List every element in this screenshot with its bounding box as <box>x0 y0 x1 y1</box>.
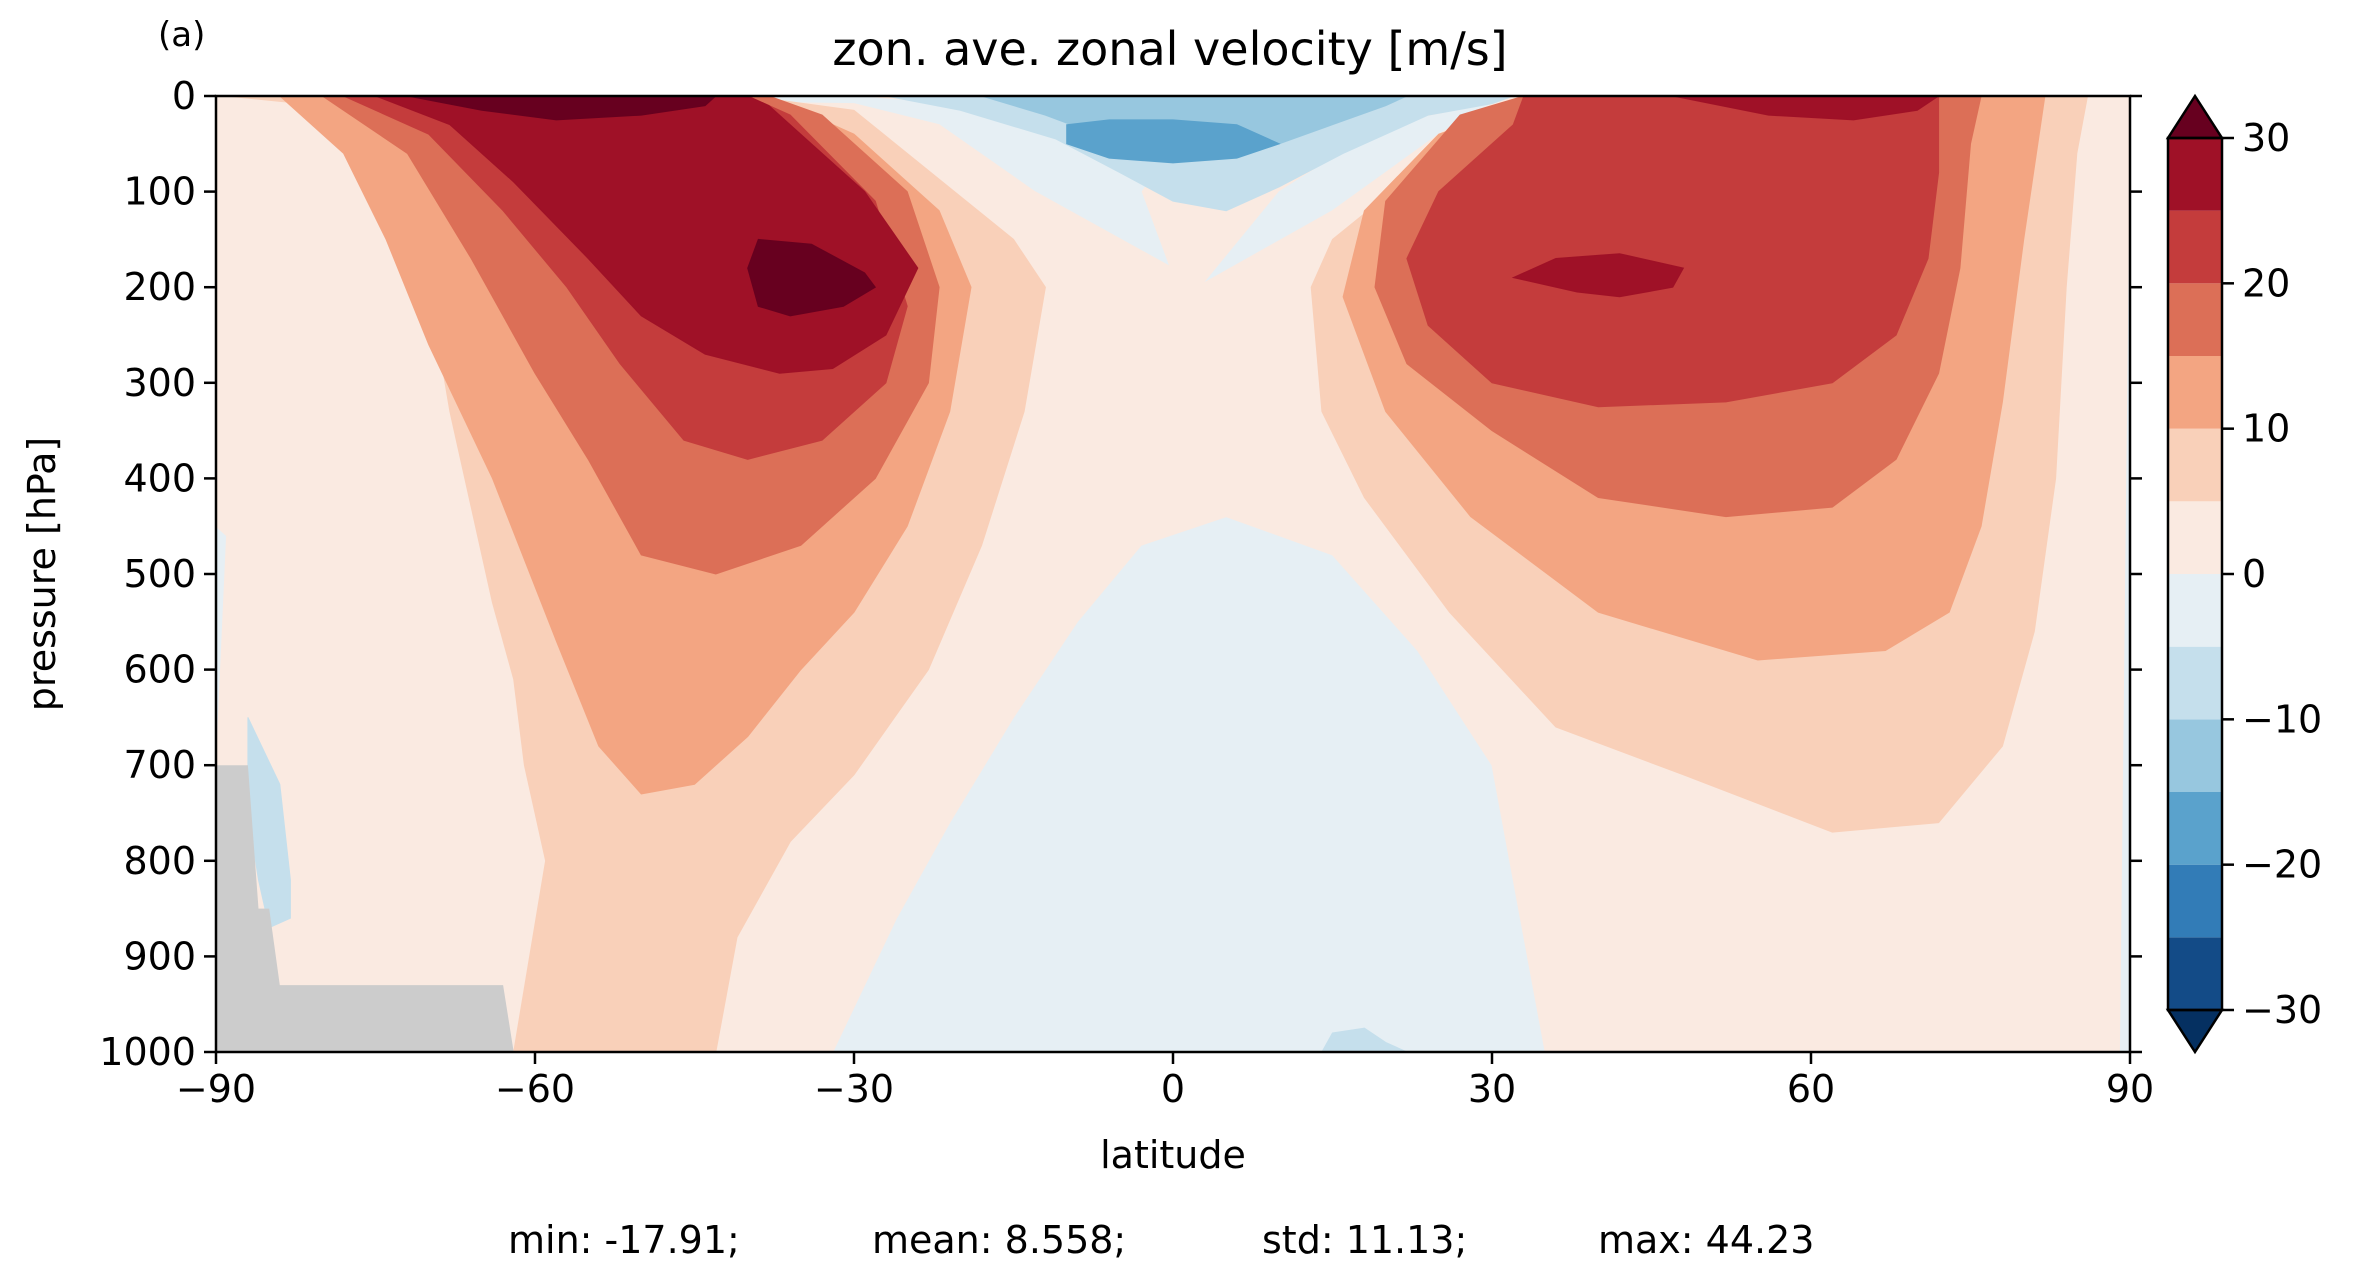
y-tick-label: 200 <box>123 265 196 309</box>
y-tick-label: 500 <box>123 552 196 596</box>
panel-label: (a) <box>158 15 205 55</box>
colorbar: 30 20 10 0 −10 −20 −30 <box>2165 93 2322 1055</box>
colorbar-extend-min <box>2165 1008 2225 1055</box>
stat-mean: mean: 8.558; <box>872 1218 1126 1262</box>
y-tick-label: 0 <box>172 74 196 118</box>
x-tick-label: 0 <box>1161 1067 1185 1111</box>
contour-fills <box>216 96 2130 1052</box>
y-tick-label: 1000 <box>99 1030 196 1074</box>
x-axis-label: latitude <box>1100 1133 1246 1177</box>
missing-data-mask <box>216 765 514 1052</box>
colorbar-segment <box>2168 719 2222 792</box>
contour-region-15 <box>1066 119 1281 164</box>
x-tick-label: −60 <box>495 1067 575 1111</box>
stat-std: std: 11.13; <box>1262 1218 1467 1262</box>
y-tick-label: 400 <box>123 456 196 500</box>
y-axis-label: pressure [hPa] <box>20 437 64 711</box>
x-axis: −90 −60 −30 0 30 60 90 <box>176 1052 2154 1111</box>
colorbar-segment <box>2168 356 2222 429</box>
contour-region-7 <box>1672 96 1940 121</box>
x-tick-label: −90 <box>176 1067 256 1111</box>
colorbar-segment <box>2168 792 2222 865</box>
colorbar-segment <box>2168 428 2222 502</box>
colorbar-segment <box>2168 864 2222 938</box>
stats-line: min: -17.91; mean: 8.558; std: 11.13; ma… <box>508 1218 1814 1262</box>
stat-max: max: 44.23 <box>1598 1218 1814 1262</box>
colorbar-tick-label: 0 <box>2242 552 2266 596</box>
colorbar-segment <box>2168 283 2222 356</box>
colorbar-tick-label: −30 <box>2242 988 2322 1032</box>
colorbar-extend-max <box>2165 93 2225 140</box>
colorbar-tick-label: 10 <box>2242 407 2290 451</box>
x-tick-label: −30 <box>814 1067 894 1111</box>
x-tick-label: 60 <box>1787 1067 1835 1111</box>
y-axis: 0 100 200 300 400 500 600 700 800 900 1000 <box>99 74 2142 1074</box>
y-tick-label: 700 <box>123 743 196 787</box>
colorbar-segment <box>2168 138 2222 211</box>
colorbar-tick-label: 30 <box>2242 116 2290 160</box>
colorbar-segment <box>2168 501 2222 574</box>
y-tick-label: 300 <box>123 361 196 405</box>
colorbar-tick-label: 20 <box>2242 261 2290 305</box>
y-tick-label: 900 <box>123 934 196 978</box>
contour-region-8 <box>1511 253 1685 298</box>
y-tick-label: 800 <box>123 839 196 883</box>
y-tick-label: 100 <box>123 170 196 214</box>
contour-region-13 <box>1321 1027 1408 1052</box>
contour-region-10 <box>747 238 877 317</box>
colorbar-segment <box>2168 937 2222 1010</box>
x-tick-label: 90 <box>2106 1067 2154 1111</box>
plot-area <box>214 94 2132 1054</box>
colorbar-tick-label: −10 <box>2242 697 2322 741</box>
stat-min: min: -17.91; <box>508 1218 740 1262</box>
chart-title: zon. ave. zonal velocity [m/s] <box>832 22 1507 76</box>
colorbar-segment <box>2168 574 2222 647</box>
colorbar-tick-label: −20 <box>2242 843 2322 887</box>
missing-data-region <box>216 765 514 1052</box>
colorbar-segment <box>2168 646 2222 720</box>
contour-region-9 <box>407 96 717 121</box>
x-tick-label: 30 <box>1468 1067 1516 1111</box>
colorbar-segment <box>2168 210 2222 284</box>
y-tick-label: 600 <box>123 648 196 692</box>
